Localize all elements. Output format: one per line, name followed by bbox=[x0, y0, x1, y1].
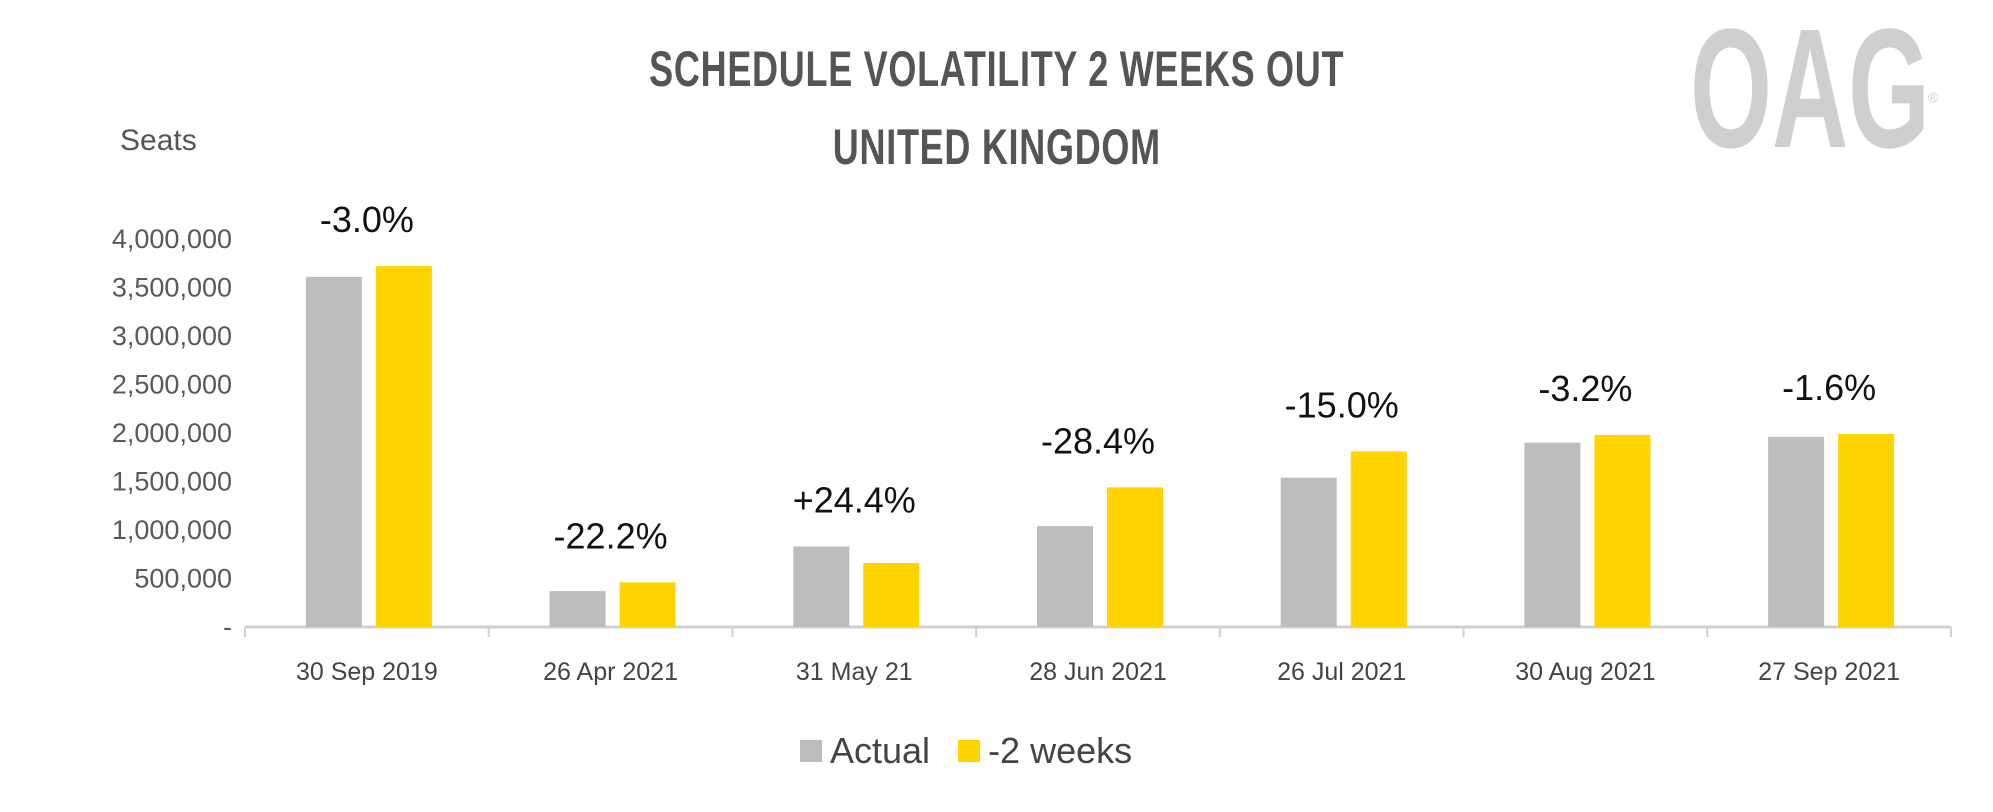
y-tick-label: 2,000,000 bbox=[112, 418, 232, 448]
y-tick-label: 1,000,000 bbox=[112, 515, 232, 545]
y-tick-label: 3,500,000 bbox=[112, 273, 232, 303]
legend-swatch bbox=[958, 740, 981, 762]
y-tick-label: 1,500,000 bbox=[112, 467, 232, 497]
data-label: -28.4% bbox=[1041, 420, 1155, 461]
x-tick-label: 30 Sep 2019 bbox=[296, 658, 438, 686]
y-tick-label: 4,000,000 bbox=[112, 224, 232, 254]
legend-label: -2 weeks bbox=[988, 730, 1132, 771]
data-label: -22.2% bbox=[554, 515, 668, 556]
x-tick-label: 26 Jul 2021 bbox=[1277, 658, 1406, 686]
data-label: -15.0% bbox=[1285, 384, 1399, 425]
y-axis-label: Seats bbox=[120, 124, 197, 157]
x-tick-label: 28 Jun 2021 bbox=[1029, 658, 1167, 686]
x-tick-label: 27 Sep 2021 bbox=[1758, 658, 1900, 686]
bar-minus-2-weeks bbox=[1594, 434, 1651, 627]
data-label: -3.2% bbox=[1538, 368, 1632, 409]
chart-title: SCHEDULE VOLATILITY 2 WEEKS OUT bbox=[648, 41, 1345, 97]
bar-actual bbox=[1280, 477, 1337, 627]
bar-actual bbox=[1037, 526, 1093, 627]
bar-actual bbox=[549, 591, 606, 627]
bar-minus-2-weeks bbox=[619, 582, 676, 627]
bar-actual bbox=[1524, 442, 1581, 627]
x-tick-label: 31 May 21 bbox=[796, 658, 913, 686]
data-label: -3.0% bbox=[320, 199, 414, 240]
bar-minus-2-weeks bbox=[1107, 487, 1163, 627]
y-tick-label: 3,000,000 bbox=[112, 321, 232, 351]
legend-swatch bbox=[800, 740, 822, 762]
x-tick-label: 26 Apr 2021 bbox=[543, 658, 678, 686]
bar-actual bbox=[793, 546, 850, 627]
y-tick-label: - bbox=[223, 612, 232, 642]
data-label: +24.4% bbox=[793, 479, 916, 520]
oag-logo: OAG ® bbox=[1690, 0, 1939, 184]
x-tick-label: 30 Aug 2021 bbox=[1515, 658, 1655, 686]
bar-actual bbox=[305, 276, 362, 627]
chart-subtitle: UNITED KINGDOM bbox=[832, 119, 1161, 175]
y-tick-label: 500,000 bbox=[134, 564, 232, 594]
legend-label: Actual bbox=[830, 730, 930, 771]
bar-minus-2-weeks bbox=[375, 266, 432, 627]
data-label: -1.6% bbox=[1782, 367, 1876, 408]
y-tick-label: 2,500,000 bbox=[112, 370, 232, 400]
bar-actual bbox=[1768, 436, 1825, 627]
bar-minus-2-weeks bbox=[1350, 451, 1407, 627]
bar-minus-2-weeks bbox=[1838, 433, 1895, 627]
bar-minus-2-weeks bbox=[863, 562, 920, 627]
